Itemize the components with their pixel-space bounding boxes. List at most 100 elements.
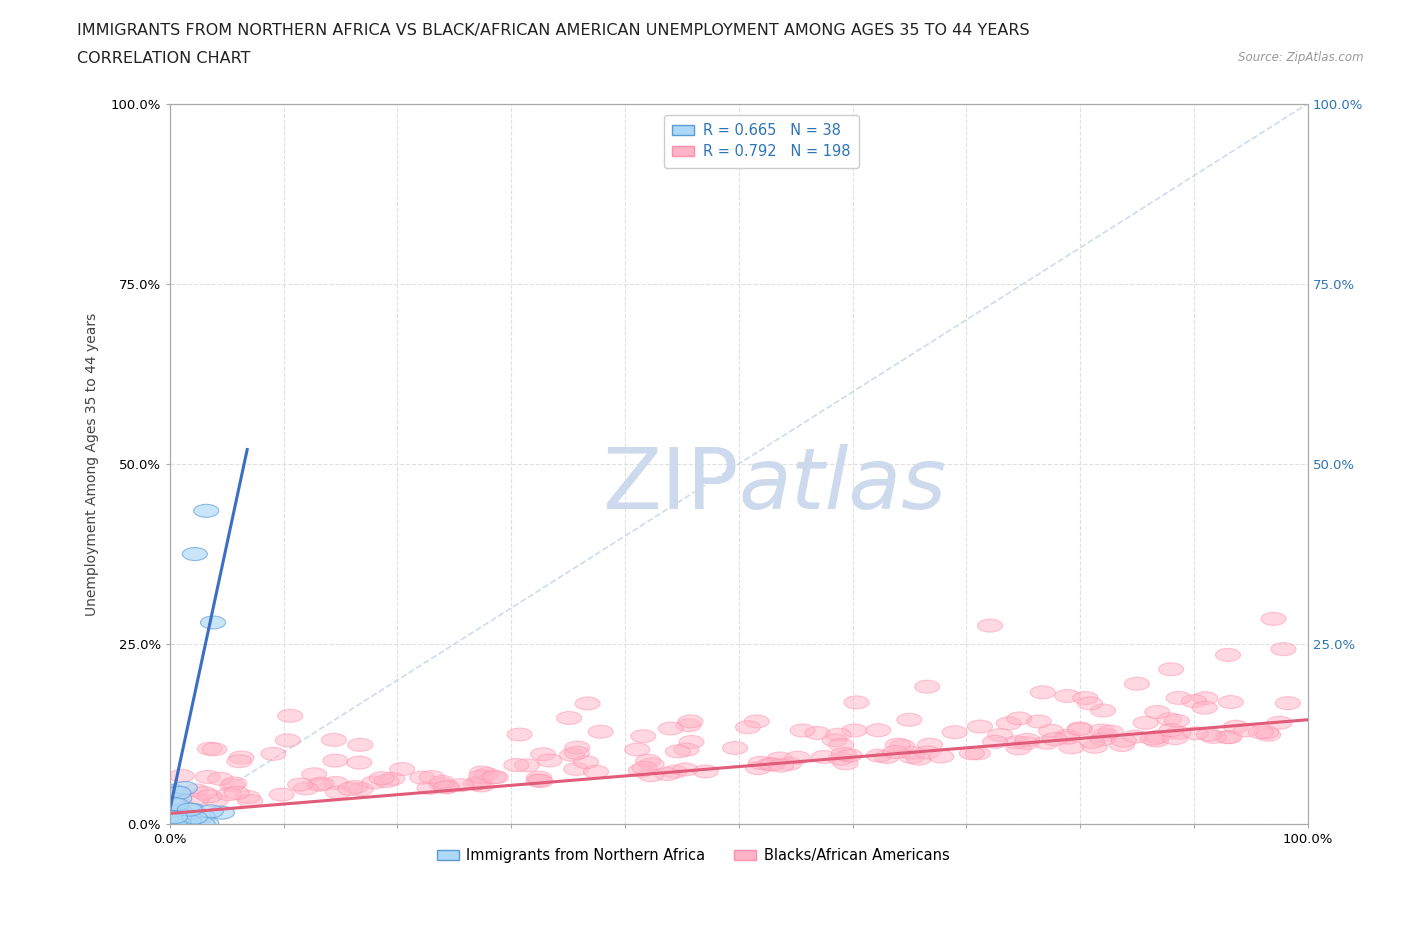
Ellipse shape bbox=[1197, 728, 1222, 741]
Text: Source: ZipAtlas.com: Source: ZipAtlas.com bbox=[1239, 51, 1364, 64]
Ellipse shape bbox=[302, 768, 326, 781]
Ellipse shape bbox=[1218, 731, 1241, 744]
Ellipse shape bbox=[886, 738, 910, 751]
Ellipse shape bbox=[825, 728, 851, 741]
Ellipse shape bbox=[349, 783, 373, 796]
Ellipse shape bbox=[166, 817, 191, 830]
Ellipse shape bbox=[1080, 736, 1105, 749]
Ellipse shape bbox=[468, 779, 494, 792]
Ellipse shape bbox=[229, 751, 254, 764]
Ellipse shape bbox=[374, 775, 399, 788]
Ellipse shape bbox=[883, 746, 908, 759]
Ellipse shape bbox=[1201, 730, 1226, 743]
Ellipse shape bbox=[201, 616, 225, 629]
Y-axis label: Unemployment Among Ages 35 to 44 years: Unemployment Among Ages 35 to 44 years bbox=[86, 312, 100, 616]
Ellipse shape bbox=[1215, 648, 1240, 661]
Ellipse shape bbox=[624, 743, 650, 756]
Text: ZIP: ZIP bbox=[602, 445, 738, 527]
Ellipse shape bbox=[238, 794, 263, 807]
Ellipse shape bbox=[526, 774, 551, 787]
Ellipse shape bbox=[844, 696, 869, 709]
Ellipse shape bbox=[262, 748, 285, 761]
Ellipse shape bbox=[198, 804, 224, 817]
Ellipse shape bbox=[467, 776, 491, 789]
Ellipse shape bbox=[560, 749, 585, 762]
Ellipse shape bbox=[672, 763, 697, 776]
Ellipse shape bbox=[1054, 689, 1080, 702]
Legend: Immigrants from Northern Africa, Blacks/African Americans: Immigrants from Northern Africa, Blacks/… bbox=[432, 843, 955, 869]
Ellipse shape bbox=[503, 759, 529, 772]
Ellipse shape bbox=[693, 765, 718, 777]
Ellipse shape bbox=[811, 751, 837, 764]
Ellipse shape bbox=[323, 754, 347, 767]
Ellipse shape bbox=[942, 725, 967, 738]
Ellipse shape bbox=[177, 804, 202, 817]
Ellipse shape bbox=[1091, 704, 1115, 717]
Ellipse shape bbox=[537, 754, 562, 767]
Ellipse shape bbox=[190, 817, 215, 830]
Ellipse shape bbox=[183, 811, 207, 824]
Ellipse shape bbox=[1159, 724, 1184, 737]
Ellipse shape bbox=[309, 777, 333, 790]
Ellipse shape bbox=[1267, 716, 1292, 729]
Ellipse shape bbox=[167, 813, 193, 826]
Ellipse shape bbox=[785, 751, 810, 764]
Ellipse shape bbox=[1067, 722, 1092, 735]
Ellipse shape bbox=[676, 719, 702, 732]
Ellipse shape bbox=[173, 816, 198, 829]
Ellipse shape bbox=[429, 777, 454, 790]
Ellipse shape bbox=[1039, 724, 1063, 737]
Text: CORRELATION CHART: CORRELATION CHART bbox=[77, 51, 250, 66]
Ellipse shape bbox=[1083, 740, 1108, 753]
Ellipse shape bbox=[370, 772, 394, 785]
Ellipse shape bbox=[159, 804, 183, 817]
Ellipse shape bbox=[173, 781, 197, 794]
Ellipse shape bbox=[828, 738, 853, 751]
Ellipse shape bbox=[631, 730, 655, 743]
Ellipse shape bbox=[959, 747, 984, 760]
Ellipse shape bbox=[662, 765, 688, 778]
Ellipse shape bbox=[565, 741, 589, 754]
Ellipse shape bbox=[1026, 715, 1052, 728]
Text: IMMIGRANTS FROM NORTHERN AFRICA VS BLACK/AFRICAN AMERICAN UNEMPLOYMENT AMONG AGE: IMMIGRANTS FROM NORTHERN AFRICA VS BLACK… bbox=[77, 23, 1031, 38]
Ellipse shape bbox=[1133, 716, 1159, 729]
Ellipse shape bbox=[1073, 692, 1098, 705]
Ellipse shape bbox=[170, 810, 195, 823]
Ellipse shape bbox=[163, 814, 188, 827]
Ellipse shape bbox=[1098, 725, 1123, 738]
Ellipse shape bbox=[1054, 731, 1080, 744]
Ellipse shape bbox=[347, 738, 373, 751]
Ellipse shape bbox=[167, 792, 191, 805]
Ellipse shape bbox=[918, 738, 942, 751]
Ellipse shape bbox=[202, 794, 228, 807]
Ellipse shape bbox=[658, 722, 683, 735]
Ellipse shape bbox=[527, 771, 551, 784]
Ellipse shape bbox=[209, 806, 235, 819]
Ellipse shape bbox=[529, 775, 553, 788]
Ellipse shape bbox=[790, 724, 815, 737]
Ellipse shape bbox=[1157, 712, 1182, 725]
Ellipse shape bbox=[1163, 732, 1188, 745]
Ellipse shape bbox=[1254, 725, 1279, 738]
Ellipse shape bbox=[1192, 692, 1218, 705]
Ellipse shape bbox=[967, 720, 993, 733]
Ellipse shape bbox=[169, 769, 194, 782]
Ellipse shape bbox=[194, 817, 219, 830]
Ellipse shape bbox=[1090, 733, 1115, 746]
Ellipse shape bbox=[166, 785, 190, 798]
Ellipse shape bbox=[160, 784, 186, 797]
Ellipse shape bbox=[564, 763, 589, 776]
Ellipse shape bbox=[1164, 714, 1189, 727]
Ellipse shape bbox=[890, 739, 915, 752]
Ellipse shape bbox=[197, 742, 222, 755]
Text: atlas: atlas bbox=[738, 445, 946, 527]
Ellipse shape bbox=[1261, 612, 1286, 625]
Ellipse shape bbox=[176, 815, 201, 828]
Ellipse shape bbox=[1166, 691, 1191, 704]
Ellipse shape bbox=[184, 793, 209, 806]
Ellipse shape bbox=[159, 804, 183, 817]
Ellipse shape bbox=[361, 776, 387, 789]
Ellipse shape bbox=[474, 767, 499, 780]
Ellipse shape bbox=[217, 788, 242, 801]
Ellipse shape bbox=[1218, 696, 1243, 709]
